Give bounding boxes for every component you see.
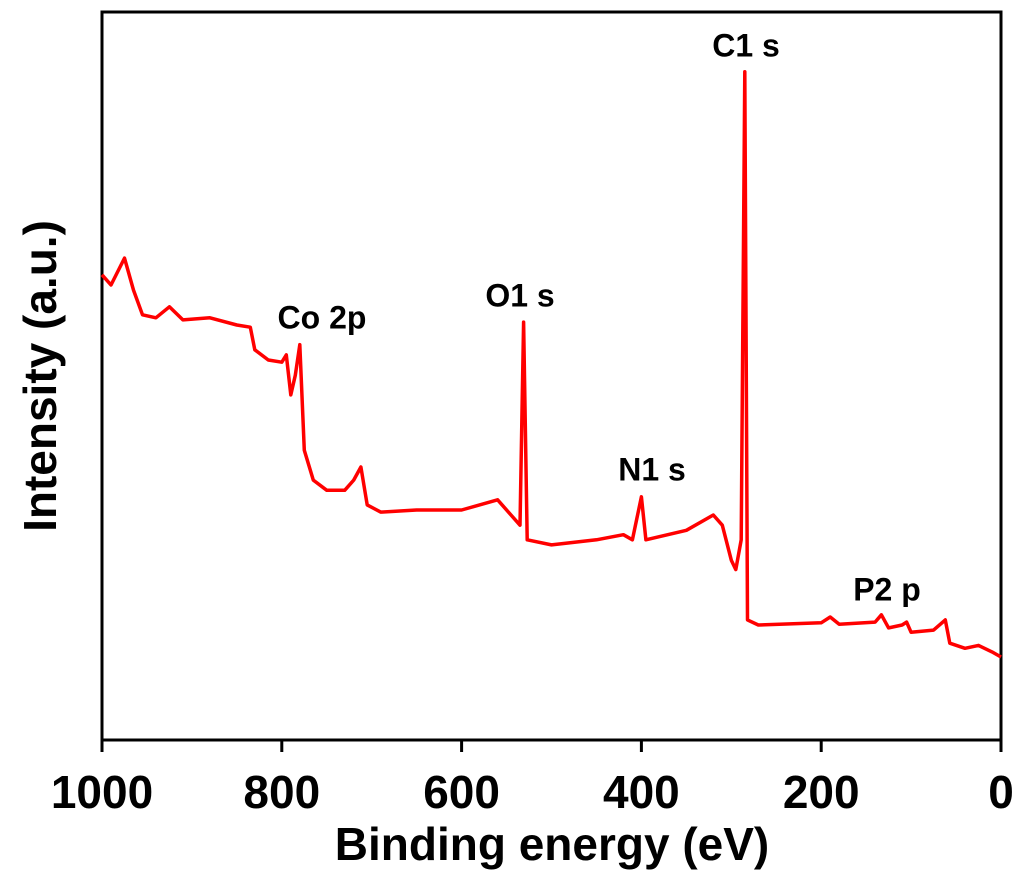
x-tick-label: 1000 [51, 766, 153, 818]
data-line [100, 69, 1002, 659]
x-tick-label: 600 [423, 766, 500, 818]
x-tick-label: 400 [603, 766, 680, 818]
peak-label: C1 s [712, 27, 780, 63]
plot-frame [100, 10, 1003, 742]
peak-label: O1 s [485, 277, 554, 313]
peak-label: Co 2p [278, 299, 367, 335]
peak-label: P2 p [853, 571, 921, 607]
x-axis-title: Binding energy (eV) [335, 818, 769, 870]
x-tick-label: 0 [988, 766, 1014, 818]
peak-label: N1 s [618, 451, 686, 487]
x-tick-label: 800 [243, 766, 320, 818]
x-tick-label: 200 [783, 766, 860, 818]
y-axis-title: Intensity (a.u.) [14, 220, 66, 532]
